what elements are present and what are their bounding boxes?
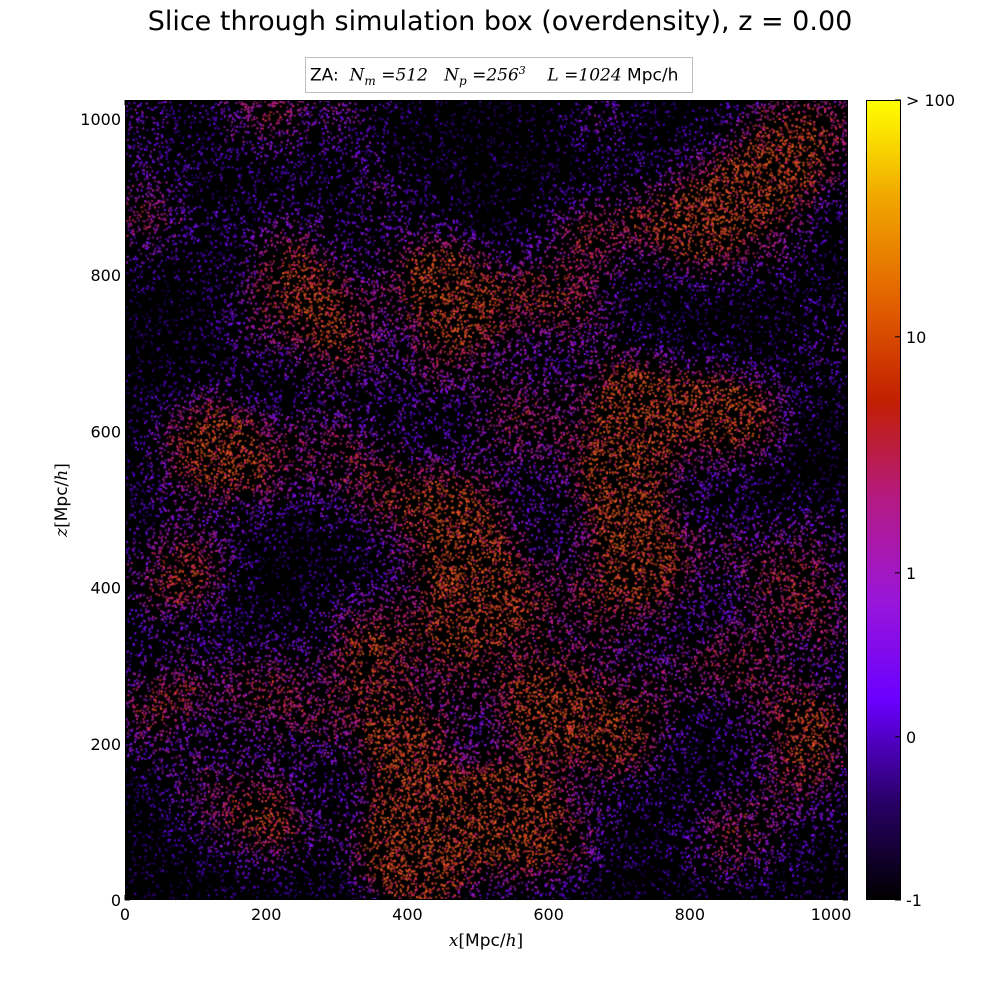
y-axis-unit-var: h	[52, 470, 72, 481]
legend-np-symbol: N	[444, 65, 459, 86]
legend-l-unit: Mpc/h	[627, 65, 679, 86]
x-axis: 0 200 400 600 800 1000	[120, 100, 852, 924]
legend-l-value: 1024	[578, 65, 622, 86]
legend-text: ZA: Nm =512 Np =2563 L =1024 Mpc/h	[310, 64, 679, 89]
y-tick-label: 600	[90, 422, 121, 441]
colorbar-tick-label: 10	[906, 328, 926, 347]
x-tick-label: 400	[392, 905, 423, 924]
y-axis-var: z	[52, 527, 72, 538]
colorbar-tick-label: 1	[906, 564, 916, 583]
colorbar	[866, 100, 901, 900]
legend-nm-sub: m	[364, 74, 376, 89]
legend-np-exp: 3	[518, 64, 526, 77]
x-axis-label: x[Mpc/h]	[449, 931, 523, 951]
x-tick-label: 1000	[811, 905, 852, 924]
y-axis-label: z[Mpc/h]	[52, 463, 72, 538]
legend-nm-value: 512	[395, 65, 428, 86]
legend-np-base: 256	[486, 65, 519, 86]
colorbar-tick-label: -1	[906, 891, 922, 910]
x-axis-unit-var: h	[506, 931, 517, 951]
x-axis-text: Mpc/	[465, 931, 506, 951]
legend-np-sub: p	[459, 74, 467, 89]
y-axis: 0 200 400 600 800 1000	[80, 110, 848, 910]
y-tick-label: 0	[111, 891, 121, 910]
colorbar-tick-label: > 100	[906, 91, 955, 110]
x-axis-var: x	[449, 931, 459, 951]
x-tick-label: 600	[533, 905, 564, 924]
legend: ZA: Nm =512 Np =2563 L =1024 Mpc/h	[305, 57, 693, 93]
y-tick-label: 200	[90, 735, 121, 754]
density-slice-image	[125, 100, 848, 900]
chart-title: Slice through simulation box (overdensit…	[147, 6, 853, 37]
x-tick-label: 800	[675, 905, 706, 924]
y-axis-text: Mpc/	[52, 480, 72, 521]
y-tick-label: 800	[90, 266, 121, 285]
colorbar-axis: -1 0 1 10 > 100	[895, 91, 955, 910]
y-tick-label: 1000	[80, 110, 121, 129]
colorbar-tick-label: 0	[906, 728, 916, 747]
legend-prefix: ZA:	[310, 65, 339, 86]
x-tick-label: 0	[120, 905, 130, 924]
y-tick-label: 400	[90, 579, 121, 598]
legend-l-symbol: L	[547, 65, 559, 86]
x-tick-label: 200	[251, 905, 282, 924]
legend-nm-symbol: N	[349, 65, 365, 86]
